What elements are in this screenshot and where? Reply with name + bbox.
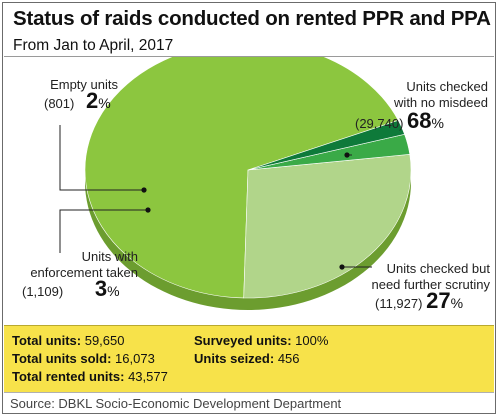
chart-title: Status of raids conducted on rented PPR … [13,7,491,30]
pie-chart-area: Units checked with no misdeed (29,740) 6… [4,56,494,325]
stat-surveyed: Surveyed units: 100% [194,333,329,348]
leader-scrutiny-dot [339,264,345,270]
label-no-misdeed-line1: Units checked [406,79,488,94]
label-enforcement-value: (1,109) 3% [22,278,120,300]
label-enforcement: Units with enforcement taken [18,249,138,281]
count-empty: (801) [44,96,75,111]
label-no-misdeed: Units checked with no misdeed [376,79,488,111]
count-no-misdeed: (29,740) [355,116,404,131]
label-no-misdeed-line2: with no misdeed [394,95,488,110]
leader-enforcement [59,209,148,253]
count-enforcement: (1,109) [22,284,64,299]
label-enforcement-line2: enforcement taken [30,265,138,280]
leader-no-misdeed-dot [344,152,350,158]
label-enforcement-line1: Units with [81,249,138,264]
pie-chart [59,57,412,310]
label-scrutiny-line1: Units checked but [386,261,490,276]
stat-total-units: Total units: 59,650 [12,333,125,348]
leader-empty [59,125,144,191]
percent-no-misdeed: 68% [407,108,444,133]
slice-scrutiny [243,154,412,299]
percent-scrutiny: 27% [426,288,464,313]
percent-enforcement: 3% [94,276,120,301]
stat-total-rented: Total rented units: 43,577 [12,369,168,384]
percent-empty: 2% [85,88,111,113]
leader-empty-dot [141,187,147,193]
summary-stats-panel: Total units: 59,650 Total units sold: 16… [4,325,494,392]
chart-subtitle: From Jan to April, 2017 [13,37,174,54]
label-empty-value: (801) 2% [44,90,111,112]
leader-enforcement-dot [145,207,151,213]
label-empty: Empty units [32,77,118,93]
label-scrutiny: Units checked but need further scrutiny [344,261,490,293]
stat-seized: Units seized: 456 [194,351,300,366]
source-note: Source: DBKL Socio-Economic Development … [4,392,494,413]
label-scrutiny-value: (11,927) 27% [375,290,463,312]
stat-total-sold: Total units sold: 16,073 [12,351,155,366]
count-scrutiny: (11,927) [375,296,423,311]
label-scrutiny-line2: need further scrutiny [371,277,490,292]
slice-no-misdeed [84,57,399,299]
slice-empty [247,120,405,171]
label-no-misdeed-value: (29,740) 68% [355,110,444,132]
label-empty-line1: Empty units [50,77,118,92]
